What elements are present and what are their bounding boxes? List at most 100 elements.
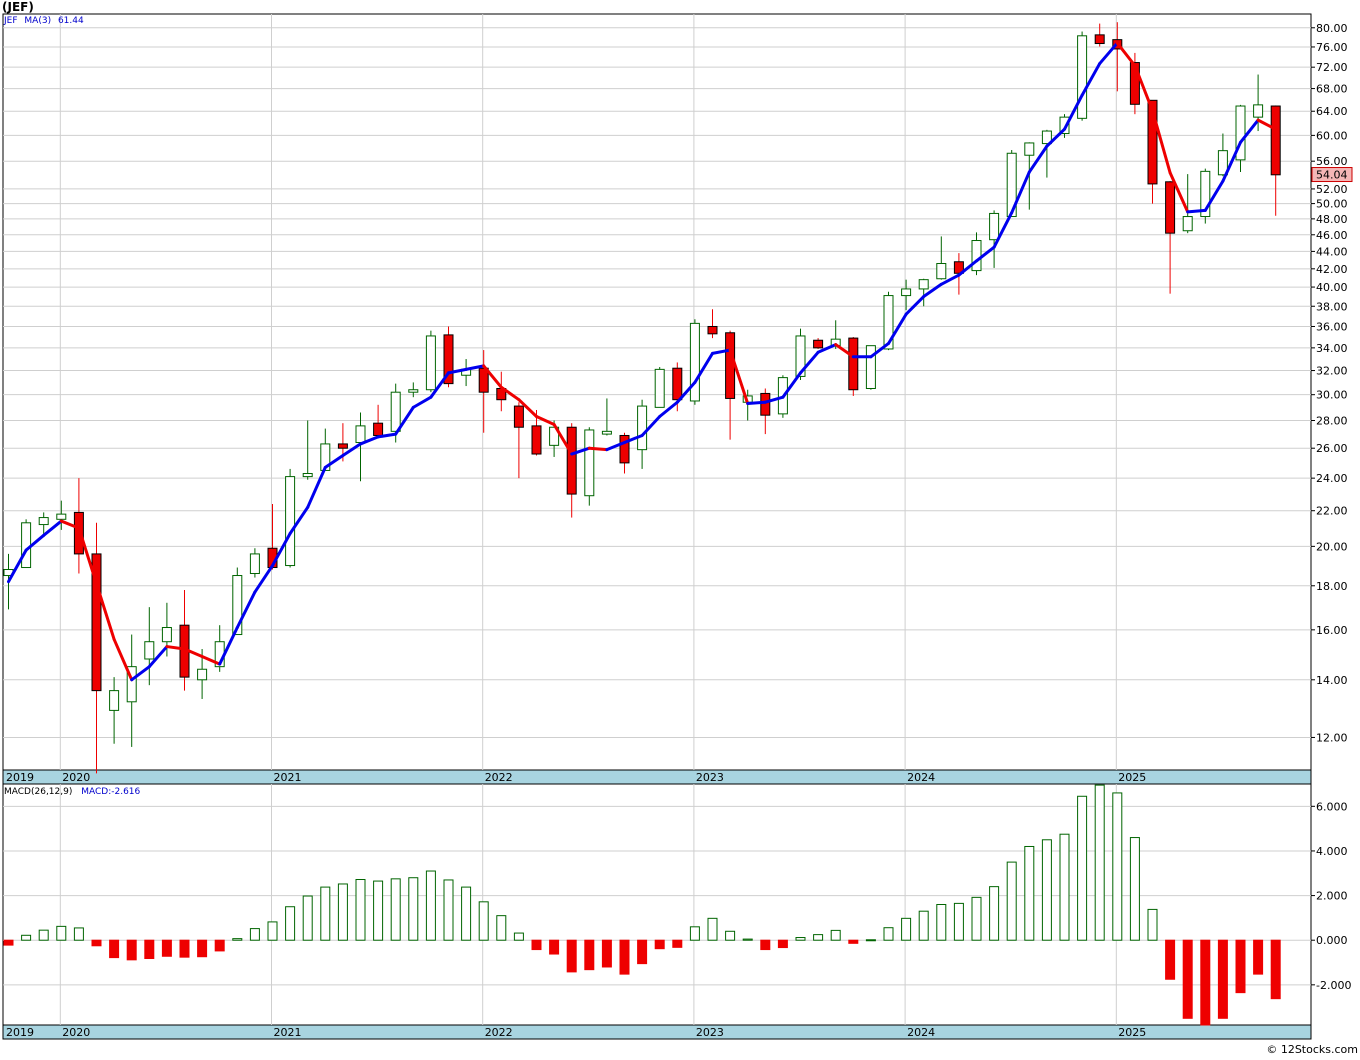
candle-up xyxy=(654,368,665,408)
candle-up xyxy=(302,473,313,478)
macd-bar-negative xyxy=(672,939,683,948)
macd-bar-positive xyxy=(883,927,894,941)
y-tick-label-price: 20.00 xyxy=(1316,540,1348,553)
macd-bar-negative xyxy=(531,939,542,951)
macd-bar-positive xyxy=(267,921,278,941)
ma-line-segment xyxy=(183,647,204,658)
ma-line-segment xyxy=(429,371,450,399)
ma-line-segment xyxy=(763,395,785,404)
macd-bar-negative xyxy=(197,939,208,958)
macd-bar-positive xyxy=(73,927,84,941)
macd-bar-negative xyxy=(760,939,771,951)
candle-up xyxy=(584,429,595,497)
candle-up xyxy=(883,295,894,350)
y-tick-label-price: 46.00 xyxy=(1316,229,1348,242)
macd-bar-positive xyxy=(478,901,489,941)
candle-up xyxy=(285,476,296,567)
macd-legend-name: MACD(26,12,9) xyxy=(4,787,73,797)
x-tick-label-price: 2023 xyxy=(696,771,724,784)
candle-up xyxy=(56,513,67,520)
macd-bar-positive xyxy=(232,938,243,941)
candle-down xyxy=(672,367,683,401)
ma-line-segment xyxy=(587,446,609,452)
ma-line-segment xyxy=(799,350,820,375)
ma-line-segment xyxy=(42,519,63,537)
candle-up xyxy=(1200,170,1211,218)
candle-down xyxy=(91,553,102,692)
candle-up xyxy=(936,263,947,280)
macd-bar-positive xyxy=(918,910,929,941)
candle-up xyxy=(1182,216,1193,232)
macd-bar-positive xyxy=(971,896,982,941)
y-tick-label-price: 16.00 xyxy=(1316,624,1348,637)
macd-bar-negative xyxy=(549,939,560,955)
macd-bar-positive xyxy=(813,934,824,941)
ma-line-segment xyxy=(218,626,239,666)
ma-line-segment xyxy=(482,364,503,389)
macd-bar-negative xyxy=(144,939,155,960)
macd-bar-positive xyxy=(953,902,964,941)
macd-bar-positive xyxy=(355,879,366,941)
macd-bar-negative xyxy=(637,939,648,965)
candle-up xyxy=(795,335,806,377)
y-tick-label-price: 22.00 xyxy=(1316,505,1348,518)
macd-bar-positive xyxy=(936,904,947,941)
y-tick-label-price: 60.00 xyxy=(1316,129,1348,142)
ma-line-segment xyxy=(24,533,46,552)
candle-up xyxy=(21,522,32,569)
ma-line-segment xyxy=(975,245,996,263)
ma-line-segment xyxy=(887,312,908,345)
ma-line-segment xyxy=(394,405,415,436)
y-tick-label-macd: -2.000 xyxy=(1316,979,1351,992)
macd-bar-positive xyxy=(1112,792,1123,941)
ma-line-segment xyxy=(834,343,855,359)
candle-up xyxy=(249,553,260,575)
macd-bar-positive xyxy=(1041,839,1052,941)
ma-line-segment xyxy=(306,465,327,509)
candle-up xyxy=(689,322,700,402)
ma-line-segment xyxy=(693,351,714,384)
ma-line-segment xyxy=(95,582,116,641)
ma-line-segment xyxy=(1256,118,1278,131)
ma-line-segment xyxy=(77,526,98,586)
macd-bar-negative xyxy=(654,939,665,950)
macd-bar-negative xyxy=(601,939,612,968)
candle-down xyxy=(1094,34,1105,45)
candle-down xyxy=(725,332,736,399)
ma-line-segment xyxy=(552,423,574,456)
y-tick-label-price: 24.00 xyxy=(1316,472,1348,485)
macd-bar-negative xyxy=(566,939,577,973)
macd-bar-positive xyxy=(707,917,718,941)
y-tick-label-price: 48.00 xyxy=(1316,213,1348,226)
ma-line-segment xyxy=(288,505,310,535)
candle-up xyxy=(197,668,208,681)
macd-bar-positive xyxy=(425,870,436,941)
x-tick-label-price: 2024 xyxy=(907,771,935,784)
ma-line-segment xyxy=(570,446,591,456)
macd-bar-positive xyxy=(302,895,313,941)
ma-line-segment xyxy=(869,341,890,359)
macd-bar-positive xyxy=(689,926,700,941)
ma-line-segment xyxy=(59,519,81,530)
ma-line-segment xyxy=(1151,109,1172,175)
macd-bar-positive xyxy=(461,886,472,941)
macd-bar-positive xyxy=(320,886,331,941)
x-tick-label-macd: 2024 xyxy=(907,1026,935,1039)
macd-bar-positive xyxy=(373,880,384,941)
macd-bar-positive xyxy=(901,917,912,941)
y-tick-label-price: 44.00 xyxy=(1316,245,1348,258)
ma-line-segment xyxy=(939,273,961,286)
x-tick-label-price: 2025 xyxy=(1118,771,1146,784)
macd-bar-negative xyxy=(179,939,190,958)
macd-bar-negative xyxy=(214,939,225,952)
y-tick-label-price: 26.00 xyxy=(1316,442,1348,455)
y-tick-label-price: 68.00 xyxy=(1316,83,1348,96)
ma-line-segment xyxy=(904,295,926,316)
macd-bar-negative xyxy=(1165,939,1176,980)
ma-line-segment xyxy=(341,442,362,457)
candle-down xyxy=(813,339,824,349)
ma-line-segment xyxy=(1010,170,1031,215)
y-tick-label-price: 72.00 xyxy=(1316,61,1348,74)
macd-bar-positive xyxy=(337,883,348,941)
macd-bar-positive xyxy=(496,915,507,941)
